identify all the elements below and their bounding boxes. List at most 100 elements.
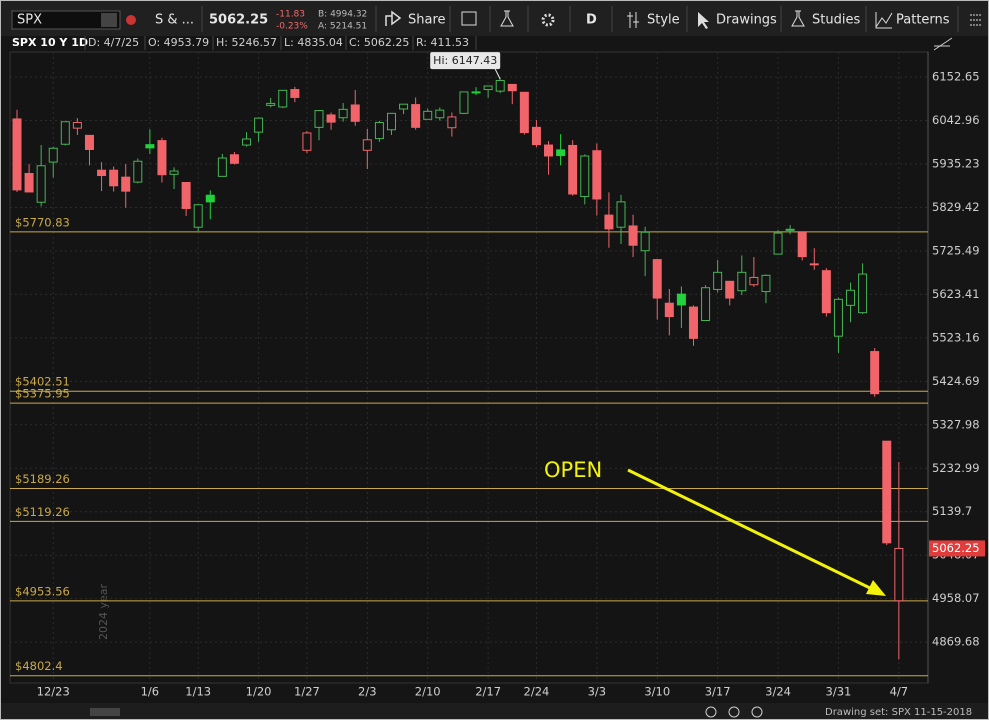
menu-icon[interactable] [970, 14, 982, 26]
candle-body [761, 274, 771, 293]
price-level-label: $5770.83 [15, 215, 70, 229]
candle-body [121, 176, 131, 192]
share-button[interactable]: Share [408, 13, 446, 28]
zoom-in[interactable] [728, 706, 740, 718]
y-tick-label: 4958.07 [932, 591, 980, 605]
y-tick-label: 5725.49 [932, 243, 980, 257]
drawing-set: Drawing set: SPX 11-15-2018 [825, 707, 972, 718]
candle-body [205, 194, 215, 203]
price-level-label: $4953.56 [15, 584, 70, 598]
drawings-icon[interactable] [698, 12, 709, 29]
x-tick-label: 3/3 [588, 685, 607, 699]
candle-body [688, 306, 698, 339]
candle-body [580, 155, 590, 197]
candle-body [701, 287, 711, 322]
studies-button[interactable]: Studies [812, 13, 860, 28]
candle-body [495, 79, 505, 92]
candle-body [749, 276, 759, 286]
candle-body [314, 110, 324, 128]
y-tick-label: 5139.7 [932, 504, 972, 518]
crosshair[interactable] [751, 706, 763, 718]
symbol-description: S & ... [155, 13, 194, 28]
price-level-label: $5375.95 [15, 387, 70, 401]
y-tick-label: 5327.98 [932, 417, 980, 431]
last-price-tag [929, 540, 985, 557]
style-button[interactable]: Style [647, 13, 680, 28]
x-tick-label: 3/31 [826, 685, 852, 699]
candle-body [544, 144, 554, 157]
x-tick-label: 1/6 [141, 685, 160, 699]
candle-body [785, 228, 795, 231]
candle-body [882, 440, 892, 544]
candle-body [266, 102, 276, 106]
bar-range: R: 411.53 [416, 36, 469, 49]
net-change-pct: -0.23% [276, 22, 308, 32]
annotation-text: OPEN [544, 458, 602, 482]
candle-body [84, 134, 94, 150]
candle-body [242, 138, 252, 146]
x-tick-label: 4/7 [890, 685, 909, 699]
candle-body [302, 132, 312, 151]
candle-body [797, 231, 807, 258]
candle-body [652, 259, 662, 299]
candle-body [664, 302, 674, 318]
year-marker: 2024 year [97, 583, 110, 640]
y-tick-label: 5935.23 [932, 157, 980, 171]
header-separators [84, 36, 477, 50]
candle-body [411, 104, 421, 128]
bar-open: O: 4953.79 [148, 36, 209, 49]
candle-body [592, 150, 602, 200]
annotation-arrow [627, 468, 873, 591]
candle-body [399, 103, 409, 110]
high-marker-box [430, 52, 501, 70]
compare-icon[interactable] [461, 11, 477, 26]
candle-body [737, 271, 747, 292]
high-marker-pointer [494, 68, 501, 80]
x-tick-label: 2/17 [475, 685, 501, 699]
x-tick-label: 1/27 [294, 685, 320, 699]
symbol-box[interactable] [11, 10, 121, 30]
x-tick-label: 12/23 [37, 685, 70, 699]
bid: B: 4994.32 [318, 10, 367, 20]
candle-body [423, 110, 433, 120]
patterns-button[interactable]: Patterns [896, 13, 950, 28]
y-tick-label: 6042.96 [932, 113, 980, 127]
last-price-label: 5062.25 [932, 541, 980, 555]
flask-icon[interactable] [500, 10, 514, 27]
price-level-label: $5189.26 [15, 472, 70, 486]
candle-body [604, 214, 614, 230]
patterns-icon[interactable] [875, 12, 893, 29]
x-tick-label: 3/17 [705, 685, 731, 699]
zoom-out[interactable] [705, 706, 717, 718]
candle-body [254, 117, 264, 133]
style-icon[interactable] [627, 12, 639, 28]
candle-body [193, 204, 203, 228]
period-button[interactable]: D [586, 13, 597, 28]
x-tick-label: 1/20 [246, 685, 272, 699]
candle-body [833, 298, 843, 337]
y-tick-label: 5623.41 [932, 287, 980, 301]
candle-body [773, 232, 783, 255]
settings-icon[interactable] [541, 13, 555, 27]
candle-body [169, 170, 179, 175]
bar-close: C: 5062.25 [349, 36, 409, 49]
drawings-button[interactable]: Drawings [716, 13, 777, 28]
candle-body [870, 351, 880, 395]
studies-icon[interactable] [791, 10, 805, 27]
symbol[interactable]: SPX [17, 13, 42, 28]
scroll-bar[interactable] [0, 703, 989, 720]
scale-icon[interactable] [933, 37, 953, 51]
candle-body [531, 126, 541, 146]
candle-body [725, 280, 735, 299]
y-tick-label: 5829.42 [932, 200, 980, 214]
candle-body [616, 201, 626, 228]
x-tick-label: 3/10 [644, 685, 670, 699]
share-icon[interactable] [385, 10, 402, 26]
x-tick-label: 3/24 [765, 685, 791, 699]
symbol-dropdown[interactable] [101, 13, 117, 27]
candle-body [217, 157, 227, 177]
candle-body [362, 139, 372, 151]
candle-body [894, 547, 904, 602]
scroll-thumb[interactable] [90, 708, 120, 716]
